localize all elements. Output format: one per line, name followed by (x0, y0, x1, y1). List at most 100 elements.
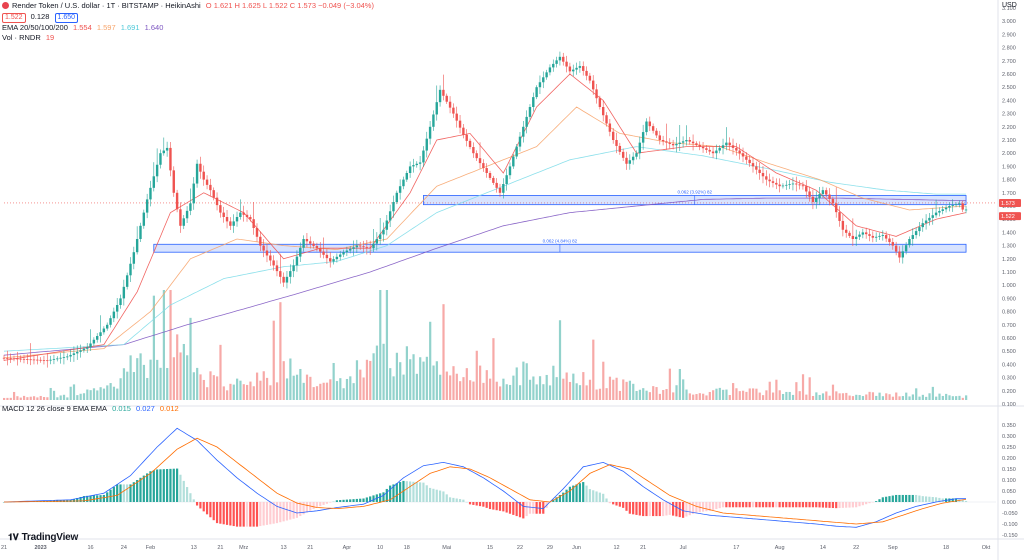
volume-bar (42, 397, 46, 400)
candle-body (96, 336, 99, 340)
volume-bar (562, 378, 565, 400)
macd-histogram-bar (232, 502, 235, 527)
price-zones[interactable]: 0.062 (3.92%) 82 0.062 (4.84%) 82 (153, 189, 967, 253)
volume-bar (222, 386, 225, 400)
volume-bar (365, 359, 369, 400)
volume-bar (915, 388, 918, 400)
macd-histogram-bar (332, 501, 335, 502)
candle-body (681, 141, 685, 143)
candle-body (818, 194, 821, 199)
candle-body (735, 147, 738, 151)
macd-histogram-bar (801, 502, 805, 508)
ema-legend[interactable]: EMA 20/50/100/200 1.554 1.597 1.691 1.64… (2, 23, 377, 33)
candle-body (958, 203, 961, 205)
volume-bar (172, 357, 175, 400)
volume-bar (285, 378, 289, 400)
macd-histogram-bar (582, 482, 585, 502)
macd-histogram-bar (964, 500, 968, 502)
candle-body (455, 113, 458, 121)
macd-histogram-bar (389, 485, 392, 502)
macd-histogram-bar (282, 502, 285, 522)
volume-bar (565, 372, 568, 400)
volume-bar (489, 378, 492, 400)
candle-body (645, 121, 648, 133)
candle-body (921, 223, 924, 228)
macd-histogram-bar (185, 487, 189, 502)
price-tick-label: 2.400 (1002, 98, 1016, 104)
symbol-title[interactable]: Render Token / U.S. dollar · 1T · BITSTA… (12, 1, 201, 10)
candle-body (904, 245, 908, 252)
macd-histogram-bar (798, 502, 801, 508)
candle-body (532, 97, 535, 107)
volume-bar (375, 345, 379, 400)
volume-bar (745, 391, 748, 400)
candle-body (32, 359, 36, 361)
volume-bar (236, 378, 239, 400)
candle-body (36, 359, 39, 361)
macd-histogram-bar (468, 502, 472, 505)
macd-histogram-bar (725, 502, 728, 508)
bid-box[interactable]: 1.522 (2, 13, 26, 23)
candle-body (329, 258, 332, 262)
volume-bar (508, 384, 512, 400)
candle-body (578, 66, 582, 68)
candle-body (99, 332, 102, 337)
volume-bar (169, 290, 172, 400)
candle-body (375, 239, 379, 244)
candle-body (145, 199, 149, 213)
macd-histogram-bar (938, 497, 941, 502)
symbol-row[interactable]: Render Token / U.S. dollar · 1T · BITSTA… (2, 1, 377, 11)
volume-bar (771, 392, 775, 400)
volume-bar (818, 394, 821, 400)
macd-histogram-bar (572, 485, 575, 502)
volume-bar (212, 375, 215, 400)
volume-legend[interactable]: Vol · RNDR 19 (2, 33, 377, 43)
macd-histogram-bar (285, 502, 289, 521)
candle-body (705, 148, 708, 150)
volume-bar (901, 396, 904, 400)
candle-body (781, 185, 785, 187)
x-tick-label: 2023 (34, 545, 46, 551)
candle-body (245, 214, 249, 217)
volume-bar (399, 362, 402, 400)
candle-body (199, 163, 202, 172)
volume-bar (79, 393, 82, 400)
volume-bar (305, 374, 309, 400)
volume-bar (665, 389, 668, 400)
candle-body (495, 182, 498, 188)
candle-body (888, 238, 891, 243)
volume-bar (628, 380, 632, 400)
x-tick-label: 10 (377, 545, 383, 551)
candle-body (259, 236, 262, 246)
macd-histogram-bar (891, 495, 894, 502)
macd-histogram-bar (705, 502, 708, 512)
candle-body (542, 77, 545, 83)
price-tick-label: 1.400 (1002, 230, 1016, 236)
candle-body (708, 149, 711, 152)
price-tick-label: 1.300 (1002, 244, 1016, 250)
macd-histogram-bar (681, 502, 685, 518)
candle-body (229, 221, 232, 226)
candle-body (805, 186, 808, 192)
volume-bar (748, 388, 751, 400)
x-tick-label: 13 (191, 545, 197, 551)
candle-body (66, 356, 69, 358)
macd-histogram-bar (685, 502, 688, 517)
macd-histogram-bar (419, 482, 422, 502)
volume-bar (89, 390, 92, 400)
candle-body (765, 176, 768, 180)
volume-bar (362, 377, 365, 400)
candle-body (831, 198, 835, 204)
ema-label: EMA 20/50/100/200 (2, 23, 68, 32)
tradingview-logo[interactable]: 𝟏𝐕 TradingView (8, 532, 78, 543)
candle-body (964, 209, 968, 211)
volume-bar (109, 383, 112, 400)
macd-legend[interactable]: MACD 12 26 close 9 EMA EMA 0.015 0.027 0… (2, 404, 182, 414)
macd-histogram-bar (166, 469, 169, 502)
candle-body (475, 153, 478, 159)
macd-histogram-bar (329, 502, 332, 503)
macd-histogram-bar (818, 502, 821, 508)
macd-histogram-bar (92, 495, 95, 502)
ask-box[interactable]: 1.650 (54, 13, 79, 23)
